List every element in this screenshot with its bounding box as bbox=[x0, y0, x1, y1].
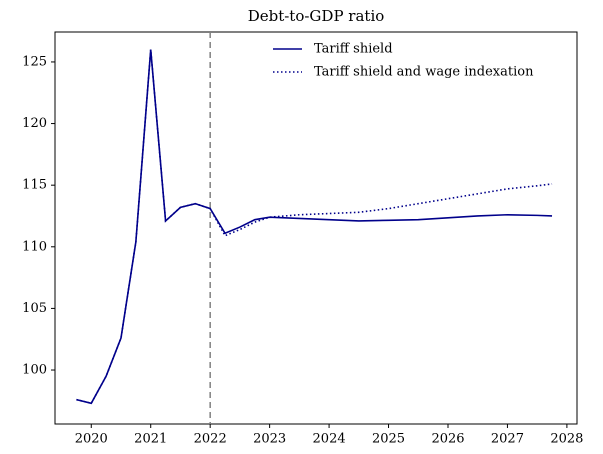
legend-label: Tariff shield and wage indexation bbox=[314, 65, 534, 80]
x-tick-label: 2026 bbox=[431, 432, 464, 447]
plot-frame bbox=[54, 31, 578, 425]
x-tick-label: 2021 bbox=[134, 432, 167, 447]
x-tick-label: 2028 bbox=[550, 432, 583, 447]
series-line bbox=[76, 49, 553, 405]
x-tick-label: 2020 bbox=[75, 432, 108, 447]
y-tick-label: 120 bbox=[22, 116, 47, 131]
y-tick-label: 100 bbox=[22, 363, 47, 378]
y-tick-label: 105 bbox=[22, 301, 47, 316]
legend-label: Tariff shield bbox=[314, 42, 393, 57]
x-tick-label: 2023 bbox=[253, 432, 286, 447]
y-tick-label: 115 bbox=[22, 178, 47, 193]
x-tick-label: 2027 bbox=[491, 432, 524, 447]
y-tick-label: 110 bbox=[22, 239, 47, 254]
chart-title: Debt-to-GDP ratio bbox=[248, 7, 385, 25]
series-line bbox=[76, 49, 553, 405]
x-tick-label: 2022 bbox=[194, 432, 227, 447]
y-tick-label: 125 bbox=[22, 54, 47, 69]
x-tick-label: 2025 bbox=[372, 432, 405, 447]
x-tick-label: 2024 bbox=[313, 432, 346, 447]
